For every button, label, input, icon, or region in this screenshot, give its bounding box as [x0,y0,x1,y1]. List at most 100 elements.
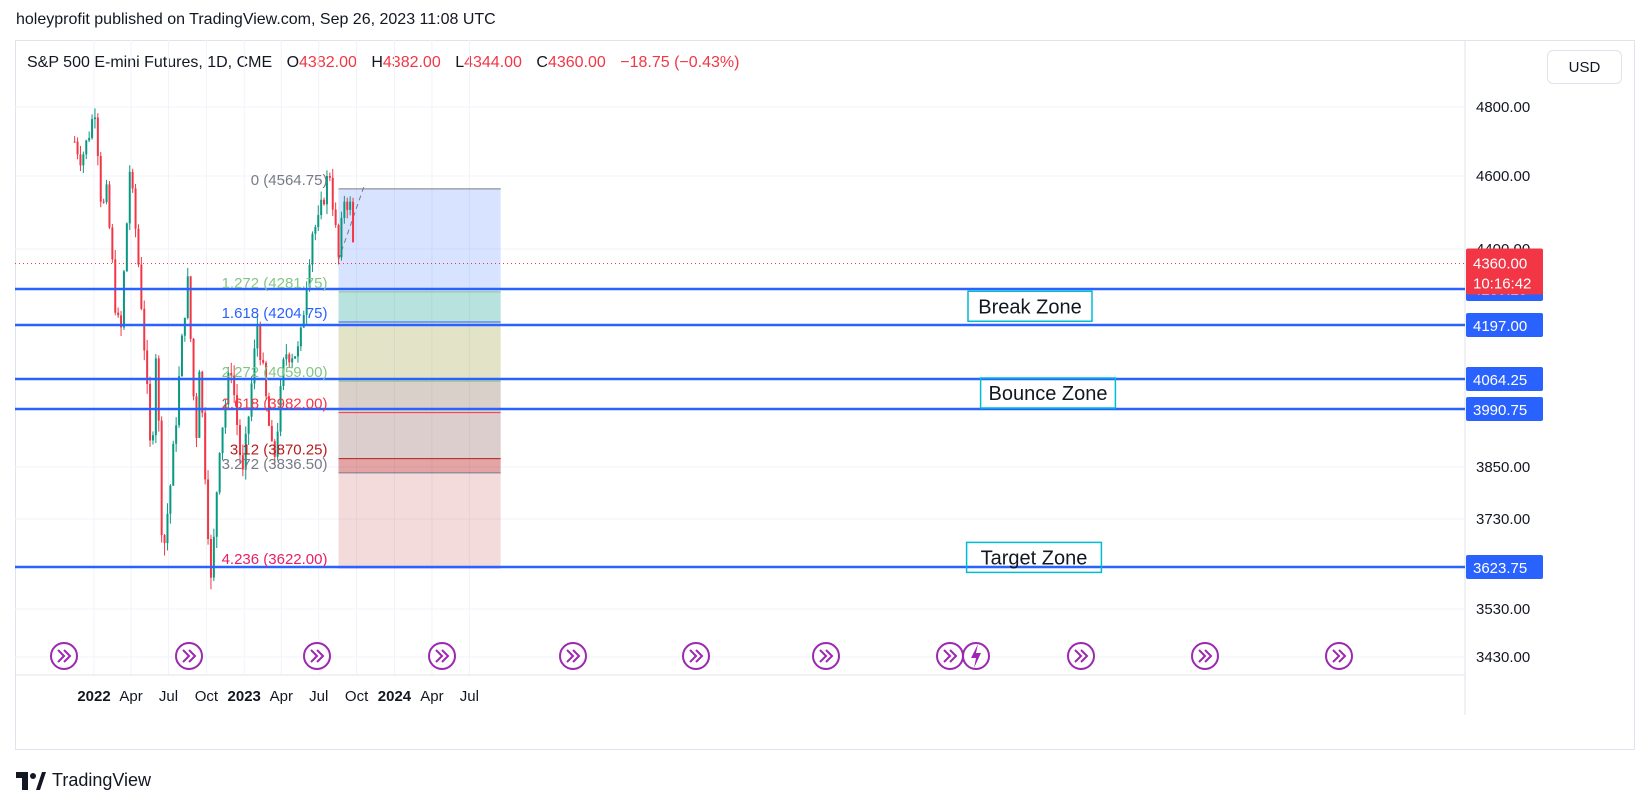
candle-body [241,455,244,470]
candle-body [311,233,314,265]
candle-body [317,215,320,228]
fib-band [338,381,501,413]
time-axis-tick: 2024 [378,688,412,705]
open-label: O [286,54,300,71]
candle-body [93,117,96,120]
candle-body [334,209,337,226]
zone-label: Break Zone [978,296,1081,318]
horizontal-line-price-label: 4197.00 [1473,318,1527,335]
candle-body [189,276,192,339]
arrow-glyph-icon [819,649,834,663]
low-value: 4344.00 [464,54,522,71]
candle-body [198,371,201,438]
candle-body [180,335,183,377]
fib-level-label: 2.272 (4059.00) [222,364,328,381]
candle-body [111,227,114,260]
candle-body [247,416,250,434]
horizontal-line-price-tag [1466,555,1543,579]
zone-box[interactable] [979,377,1117,409]
high-value: 4382.00 [382,54,441,71]
horizontal-line-price-tag [1466,397,1543,421]
candle-body [192,338,195,397]
candle-body [302,314,305,328]
price-axis-tick: 3850.00 [1476,459,1530,476]
open-value: 4382.00 [299,54,357,71]
tradingview-brand[interactable]: TradingView [16,770,151,791]
zone-box[interactable] [967,290,1093,323]
candle-body [291,358,294,363]
candle-body [294,356,297,359]
candle-body [131,171,134,189]
candle-body [120,315,123,328]
candle-body [102,201,105,203]
arrow-glyph-icon [182,649,197,663]
candle-body [137,228,140,265]
candle-body [160,420,163,536]
candle-body [134,188,137,229]
fib-level-label: 1.272 (4281.75) [222,275,328,292]
tradingview-logo-icon [16,771,46,790]
candle-body [108,184,111,228]
candle-body [323,199,326,205]
fib-trend-line [338,184,365,260]
currency-button[interactable]: USD [1547,50,1622,84]
candle-body [73,141,76,143]
zone-box[interactable] [965,541,1103,574]
candle-body [288,354,291,363]
price-axis-tick: 3430.00 [1476,649,1530,666]
candle-body [209,538,212,578]
candle-body [285,354,288,360]
arrow-glyph-icon [310,649,325,663]
last-price-label: 4360.00 [1473,255,1527,272]
last-price-tag [1466,248,1543,295]
change-value: −18.75 (−0.43%) [620,54,740,71]
candle-body [96,117,99,157]
brand-label: TradingView [52,770,152,790]
candle-body [305,288,308,315]
candle-body [282,359,285,387]
fib-band [338,291,501,322]
candle-body [183,317,186,336]
candle-body [125,223,128,272]
candle-body [314,227,317,234]
candle-body [299,327,302,347]
candle-body [224,404,227,428]
candle-body [207,479,210,539]
arrow-glyph-icon [435,649,450,663]
candle-body [140,264,143,309]
arrow-glyph-icon [1074,649,1089,663]
price-axis-tick: 4800.00 [1476,99,1530,116]
price-axis-tick: 4600.00 [1476,168,1530,185]
candle-body [105,184,108,202]
candle-body [82,154,85,166]
candle-body [166,513,169,544]
arrow-glyph-icon [689,649,704,663]
symbol-legend: S&P 500 E-mini Futures, 1D, CME O4382.00… [27,54,739,72]
candle-body [99,156,102,202]
low-label: L [455,54,465,71]
close-label: C [536,54,548,71]
candle-body [325,176,328,205]
symbol-title[interactable]: S&P 500 E-mini Futures, 1D, CME [27,54,273,71]
fib-level-label: 4.236 (3622.00) [222,551,328,568]
fib-level-label: 2.618 (3982.00) [222,396,328,413]
candle-body [343,201,346,218]
fib-band [338,472,501,568]
candle-body [267,396,270,426]
time-axis-tick: 2022 [77,688,110,705]
candle-body [340,217,343,258]
candle-body [256,325,259,349]
candle-body [276,431,279,457]
candle-body [320,199,323,216]
time-axis-tick: 2023 [228,688,261,705]
zone-label: Target Zone [981,547,1088,569]
candle-body [186,276,189,318]
candle-body [331,177,334,210]
horizontal-line-price-label: 3990.75 [1473,402,1527,419]
fib-band [338,458,501,473]
horizontal-line-price-tag [1466,313,1543,337]
arrow-glyph-icon [1198,649,1213,663]
candle-body [91,119,94,138]
chart-frame [15,40,1635,750]
